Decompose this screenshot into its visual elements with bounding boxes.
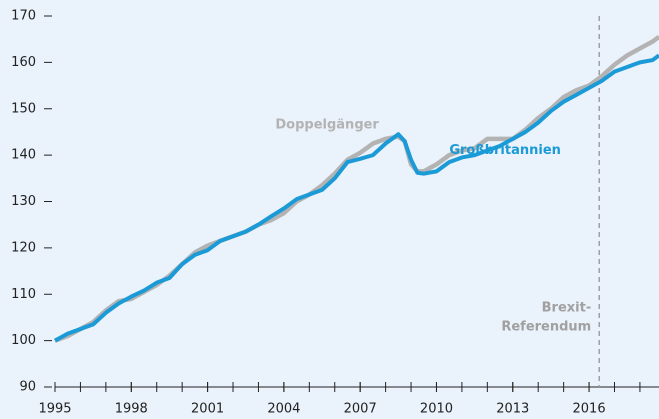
y-tick-label: 110 <box>11 287 36 302</box>
series-label: Doppelgänger <box>275 117 379 132</box>
y-tick-label: 130 <box>11 194 36 209</box>
series-line <box>54 53 659 343</box>
y-tick-label: 120 <box>11 240 36 255</box>
x-tick-label: 2004 <box>267 402 300 417</box>
annotation: Referendum <box>501 320 591 335</box>
annotation: Brexit- <box>542 301 592 316</box>
y-tick-label: 160 <box>11 55 36 70</box>
series-line <box>54 35 659 343</box>
y-tick-label: 140 <box>11 148 36 163</box>
x-tick-label: 2001 <box>191 402 224 417</box>
x-tick-label: 1998 <box>115 402 148 417</box>
x-tick-label: 2013 <box>496 402 529 417</box>
y-tick-label: 170 <box>11 9 36 24</box>
x-tick-label: 1995 <box>38 402 71 417</box>
y-tick-label: 100 <box>11 333 36 348</box>
y-tick-label: 150 <box>11 101 36 116</box>
x-tick-label: 2007 <box>344 402 377 417</box>
series-label: Großbritannien <box>449 143 561 158</box>
x-tick-label: 2010 <box>420 402 453 417</box>
y-tick-label: 90 <box>19 380 36 395</box>
x-tick-label: 2016 <box>573 402 606 417</box>
